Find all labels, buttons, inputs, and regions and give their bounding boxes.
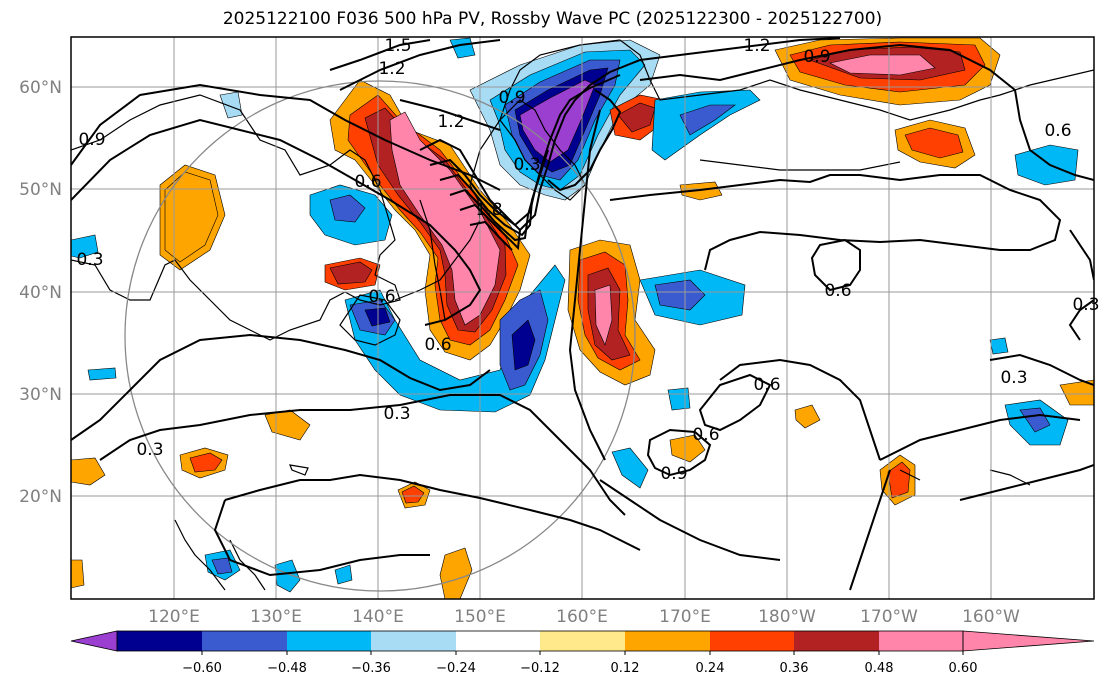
lon-label: 140°E bbox=[352, 607, 404, 627]
contour-label: 0.6 bbox=[692, 425, 719, 445]
colorbar-segment bbox=[879, 631, 963, 651]
colorbar-tick-label: −0.60 bbox=[182, 661, 222, 676]
colorbar-segment bbox=[540, 631, 625, 651]
lat-label: 40°N bbox=[19, 283, 62, 303]
map-plot-area bbox=[71, 37, 1094, 599]
colorbar-segment bbox=[202, 631, 287, 651]
lon-label: 170°W bbox=[860, 607, 918, 627]
colorbar-segment bbox=[371, 631, 456, 651]
lon-label: 170°E bbox=[659, 607, 711, 627]
pv-contours bbox=[71, 37, 1094, 591]
colorbar-over-arrow bbox=[962, 630, 1095, 652]
colorbar-segment bbox=[710, 631, 794, 651]
lon-label: 150°E bbox=[454, 607, 506, 627]
colorbar-tick-label: 0.24 bbox=[696, 661, 725, 676]
contour-label: 0.6 bbox=[824, 281, 851, 301]
colorbar-tick-label: 0.48 bbox=[865, 661, 894, 676]
contour-label: 0.9 bbox=[78, 130, 105, 150]
lat-label: 50°N bbox=[19, 180, 62, 200]
colorbar-tick-label: −0.48 bbox=[267, 661, 307, 676]
colorbar-tick-label: −0.24 bbox=[436, 661, 476, 676]
lon-label: 180°W bbox=[758, 607, 816, 627]
contour-label: 1.2 bbox=[743, 36, 770, 56]
latitude-labels: 60°N 50°N 40°N 30°N 20°N bbox=[19, 78, 62, 507]
map-title: 2025122100 F036 500 hPa PV, Rossby Wave … bbox=[222, 9, 883, 29]
lon-label: 160°W bbox=[962, 607, 1020, 627]
lat-label: 20°N bbox=[19, 487, 62, 507]
lon-label: 130°E bbox=[250, 607, 302, 627]
contour-label: 0.3 bbox=[513, 155, 540, 175]
contour-label: 0.6 bbox=[368, 287, 395, 307]
colorbar-tick-label: 0.12 bbox=[611, 661, 640, 676]
contour-label: 1.2 bbox=[437, 112, 464, 132]
colorbar-tick-label: 0.36 bbox=[780, 661, 809, 676]
colorbar-tick-marks bbox=[201, 651, 964, 655]
contour-label: 0.3 bbox=[383, 404, 410, 424]
colorbar-segment bbox=[117, 631, 202, 651]
map-frame bbox=[70, 36, 1095, 600]
colorbar-tick-label: −0.36 bbox=[351, 661, 391, 676]
contour-label: 0.9 bbox=[498, 88, 525, 108]
lat-label: 30°N bbox=[19, 385, 62, 405]
colorbar-segment bbox=[794, 631, 879, 651]
range-circle bbox=[124, 80, 636, 592]
contour-label: 0.9 bbox=[803, 47, 830, 67]
contour-label: 1.5 bbox=[384, 36, 411, 56]
colorbar-under-arrow bbox=[70, 630, 118, 652]
colorbar-tick-label: −0.12 bbox=[520, 661, 560, 676]
colorbar: −0.60 −0.48 −0.36 −0.24 −0.12 0.12 0.24 … bbox=[70, 630, 1095, 676]
colorbar-segment bbox=[456, 631, 540, 651]
contour-label: 0.6 bbox=[424, 335, 451, 355]
contour-label: 0.9 bbox=[660, 464, 687, 484]
contour-label: 0.6 bbox=[1044, 121, 1071, 141]
contour-label: 0.3 bbox=[1000, 368, 1027, 388]
contour-label: 1.8 bbox=[475, 200, 502, 220]
lon-label: 120°E bbox=[148, 607, 200, 627]
graticule bbox=[71, 37, 1094, 599]
colorbar-segment bbox=[287, 631, 371, 651]
contour-label: 0.3 bbox=[76, 250, 103, 270]
colorbar-segment bbox=[625, 631, 710, 651]
lon-label: 160°E bbox=[556, 607, 608, 627]
contour-labels: 1.5 1.2 1.2 1.2 0.9 0.9 0.9 0.6 0.6 0.6 … bbox=[76, 36, 1099, 484]
contour-label: 0.3 bbox=[1072, 295, 1099, 315]
lat-label: 60°N bbox=[19, 78, 62, 98]
contour-label: 0.3 bbox=[136, 440, 163, 460]
contour-label: 0.6 bbox=[753, 375, 780, 395]
longitude-labels: 120°E 130°E 140°E 150°E 160°E 170°E 180°… bbox=[148, 607, 1020, 627]
contour-label: 0.6 bbox=[354, 172, 381, 192]
colorbar-tick-label: 0.60 bbox=[949, 661, 978, 676]
contour-label: 1.2 bbox=[378, 59, 405, 79]
